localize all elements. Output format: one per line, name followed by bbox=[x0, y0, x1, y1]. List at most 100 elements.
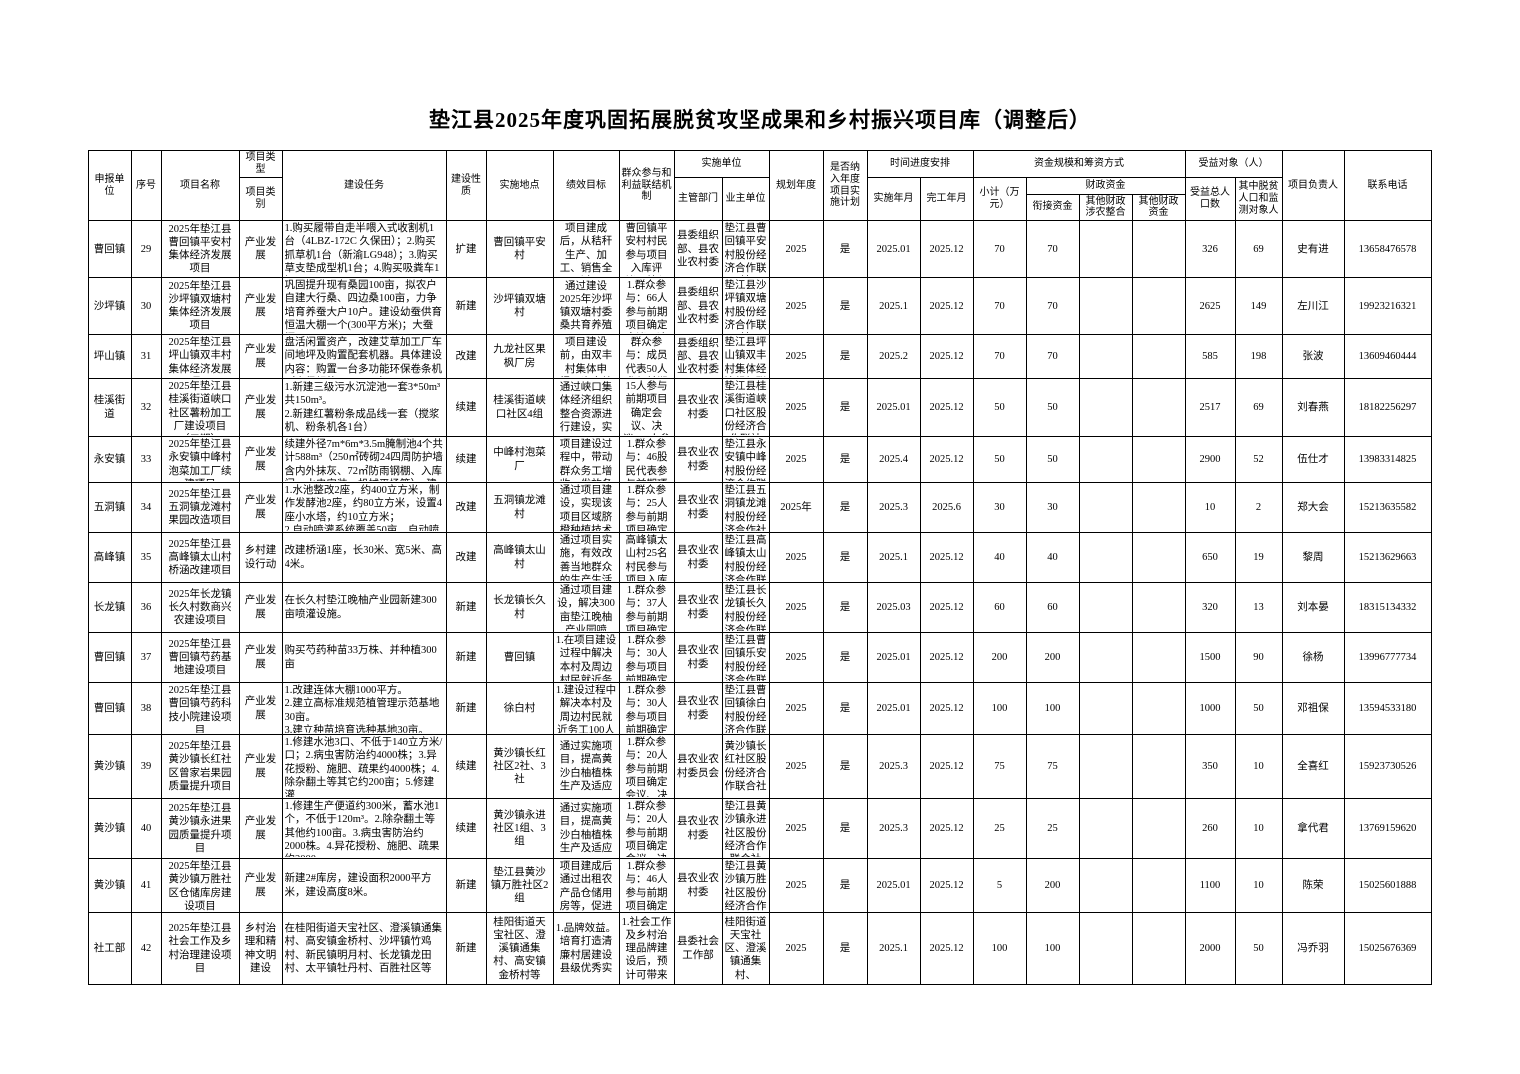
cell-text-start: 2025.1 bbox=[879, 552, 908, 564]
cell-text-dept: 县农业农村委 bbox=[677, 873, 719, 898]
cell-text-total_pop: 2625 bbox=[1199, 300, 1221, 312]
cell-phone: 18182256297 bbox=[1343, 378, 1432, 438]
cell-other_fiscal bbox=[1131, 912, 1186, 986]
cell-leader: 刘本晏 bbox=[1281, 582, 1345, 634]
table-row: 曹回镇 29 2025年垫江县曹回镇平安村集体经济发展项目 产业发展 1.购买履带自走半… bbox=[87, 220, 1432, 279]
cell-text-category: 乡村建设行动 bbox=[244, 545, 277, 570]
cell-text-leader: 史有进 bbox=[1297, 243, 1329, 255]
cell-leader: 邓祖保 bbox=[1281, 682, 1345, 736]
cell-text-seq: 34 bbox=[140, 502, 152, 514]
cell-text-finish: 2025.12 bbox=[929, 602, 964, 614]
cell-text-included: 是 bbox=[839, 761, 851, 773]
cell-other_agri bbox=[1078, 532, 1133, 584]
cell-nature: 扩建 bbox=[445, 220, 487, 279]
cell-text-owner: 桂阳街道天宝社区、澄溪镇通集村、 bbox=[724, 916, 767, 981]
cell-text-leader: 徐杨 bbox=[1302, 652, 1324, 664]
cell-poor_pop: 13 bbox=[1234, 582, 1283, 634]
cell-text-start: 2025.3 bbox=[879, 823, 908, 835]
header-location: 实施地点 bbox=[485, 149, 554, 222]
cell-text-nature: 新建 bbox=[455, 602, 477, 614]
cell-text-task: 盘活闲置资产，改建艾草加工厂车间地坪及购置配套机器。具体建设内容：购置一台多功能… bbox=[284, 337, 443, 377]
cell-other_fiscal bbox=[1131, 632, 1186, 684]
cell-text-task: 1.改建连体大棚1000平方。 2.建立高标准规范植管理示范基地30亩。 3.建… bbox=[284, 685, 440, 734]
cell-nature: 续建 bbox=[445, 734, 487, 800]
cell-text-leader: 冯乔羽 bbox=[1297, 943, 1329, 955]
cell-leader: 伍仕才 bbox=[1281, 436, 1345, 484]
cell-year: 2025 bbox=[768, 378, 824, 438]
cell-text-subtotal: 40 bbox=[994, 552, 1005, 564]
table-row: 曹回镇 38 2025年垫江县曹回镇芍药科技小院建设项目 产业发展 1.改建连体大棚10… bbox=[87, 682, 1432, 736]
cell-phone: 15923730526 bbox=[1343, 734, 1432, 800]
cell-subtotal: 100 bbox=[972, 912, 1027, 986]
cell-text-total_pop: 2000 bbox=[1199, 943, 1221, 955]
header-project-type: 项目类型 bbox=[238, 150, 283, 178]
header-declare-unit: 申报单位 bbox=[87, 149, 132, 222]
cell-text-dept: 县农业农村委 bbox=[677, 545, 719, 570]
cell-place: 黄沙镇永进社区1组、3组 bbox=[485, 798, 554, 860]
cell-text-nature: 新建 bbox=[455, 300, 477, 312]
cell-total_pop: 260 bbox=[1184, 798, 1236, 860]
cell-goal: 项目建设过程中，带动群众务工增收、发放各 bbox=[552, 436, 620, 484]
cell-text-nature: 新建 bbox=[455, 943, 477, 955]
cell-seq: 41 bbox=[130, 858, 162, 914]
cell-other_fiscal bbox=[1131, 858, 1186, 914]
cell-link_fund: 25 bbox=[1025, 798, 1080, 860]
cell-owner: 垫江县黄沙镇永进社区股份经济合作联合社 bbox=[721, 798, 770, 860]
cell-place: 垫江县黄沙镇万胜社区2组 bbox=[485, 858, 554, 914]
cell-dept: 县委组织部、县农业农村委 bbox=[673, 334, 723, 380]
cell-text-seq: 29 bbox=[140, 243, 152, 255]
cell-other_fiscal bbox=[1131, 436, 1186, 484]
cell-text-place: 高峰镇太山村 bbox=[493, 545, 546, 570]
cell-text-seq: 42 bbox=[140, 943, 152, 955]
cell-poor_pop: 149 bbox=[1234, 277, 1283, 336]
cell-year: 2025 bbox=[768, 734, 824, 800]
cell-link_fund: 60 bbox=[1025, 582, 1080, 634]
table-row: 五洞镇 34 2025年垫江县五洞镇龙滩村果园改造项目 产业发展 1.水池整改2座，约4… bbox=[87, 482, 1432, 534]
cell-text-link_fund: 200 bbox=[1044, 880, 1061, 892]
cell-text-link_fund: 70 bbox=[1047, 300, 1058, 312]
cell-year: 2025年 bbox=[768, 482, 824, 534]
cell-text-seq: 39 bbox=[140, 761, 152, 773]
cell-text-seq: 32 bbox=[140, 402, 152, 414]
cell-category: 产业发展 bbox=[238, 858, 283, 914]
cell-text-total_pop: 326 bbox=[1202, 243, 1218, 255]
cell-text-seq: 37 bbox=[140, 652, 152, 664]
cell-text-task: 巩固提升现有桑园100亩，拟农户自建大行桑、四边桑100亩，力争培育养蚕大户10… bbox=[284, 280, 443, 333]
cell-unit: 高峰镇 bbox=[87, 532, 132, 584]
cell-text-link_fund: 25 bbox=[1047, 823, 1058, 835]
cell-subtotal: 100 bbox=[972, 682, 1027, 736]
cell-phone: 15025601888 bbox=[1343, 858, 1432, 914]
cell-poor_pop: 2 bbox=[1234, 482, 1283, 534]
cell-other_agri bbox=[1078, 482, 1133, 534]
cell-unit: 坪山镇 bbox=[87, 334, 132, 380]
cell-text-leader: 全喜红 bbox=[1297, 761, 1329, 773]
cell-other_agri bbox=[1078, 334, 1133, 380]
cell-text-nature: 续建 bbox=[455, 402, 477, 414]
cell-text-name: 2025年垫江县曹回镇芍药基地建设项目 bbox=[168, 638, 232, 677]
cell-text-task: 1.修建生产便道约300米，蓄水池1个，不低于120m³。2.除杂翻土等其他约1… bbox=[284, 801, 440, 857]
cell-text-included: 是 bbox=[839, 351, 851, 363]
cell-start: 2025.01 bbox=[866, 632, 921, 684]
cell-total_pop: 320 bbox=[1184, 582, 1236, 634]
cell-text-finish: 2025.12 bbox=[929, 880, 964, 892]
cell-seq: 34 bbox=[130, 482, 162, 534]
cell-text-category: 产业发展 bbox=[244, 293, 277, 319]
cell-text-nature: 扩建 bbox=[455, 243, 477, 255]
cell-text-owner: 垫江县五洞镇龙滩村股份经济合作社 bbox=[724, 485, 767, 532]
cell-mass: 1.群众参与：30人参与项目前期确定会议、决 bbox=[618, 682, 675, 736]
cell-text-owner: 垫江县曹回镇乐安村股份经济合作联社 bbox=[724, 635, 767, 682]
cell-other_fiscal bbox=[1131, 334, 1186, 380]
cell-place: 曹回镇 bbox=[485, 632, 554, 684]
cell-finish: 2025.12 bbox=[919, 532, 974, 584]
cell-unit: 曹回镇 bbox=[87, 682, 132, 736]
header-included: 是否纳入年度项目实施计划 bbox=[822, 149, 868, 222]
cell-goal: 通过峡口集体经济组织整合资源进行建设，实 bbox=[552, 378, 620, 438]
cell-finish: 2025.12 bbox=[919, 734, 974, 800]
cell-text-place: 中峰村泡菜厂 bbox=[493, 447, 546, 472]
cell-dept: 县农业农村委 bbox=[673, 378, 723, 438]
cell-text-start: 2025.2 bbox=[879, 351, 908, 363]
cell-text-place: 曹回镇平安村 bbox=[493, 236, 546, 262]
header-project-name: 项目名称 bbox=[160, 149, 240, 222]
cell-text-link_fund: 100 bbox=[1044, 943, 1061, 955]
